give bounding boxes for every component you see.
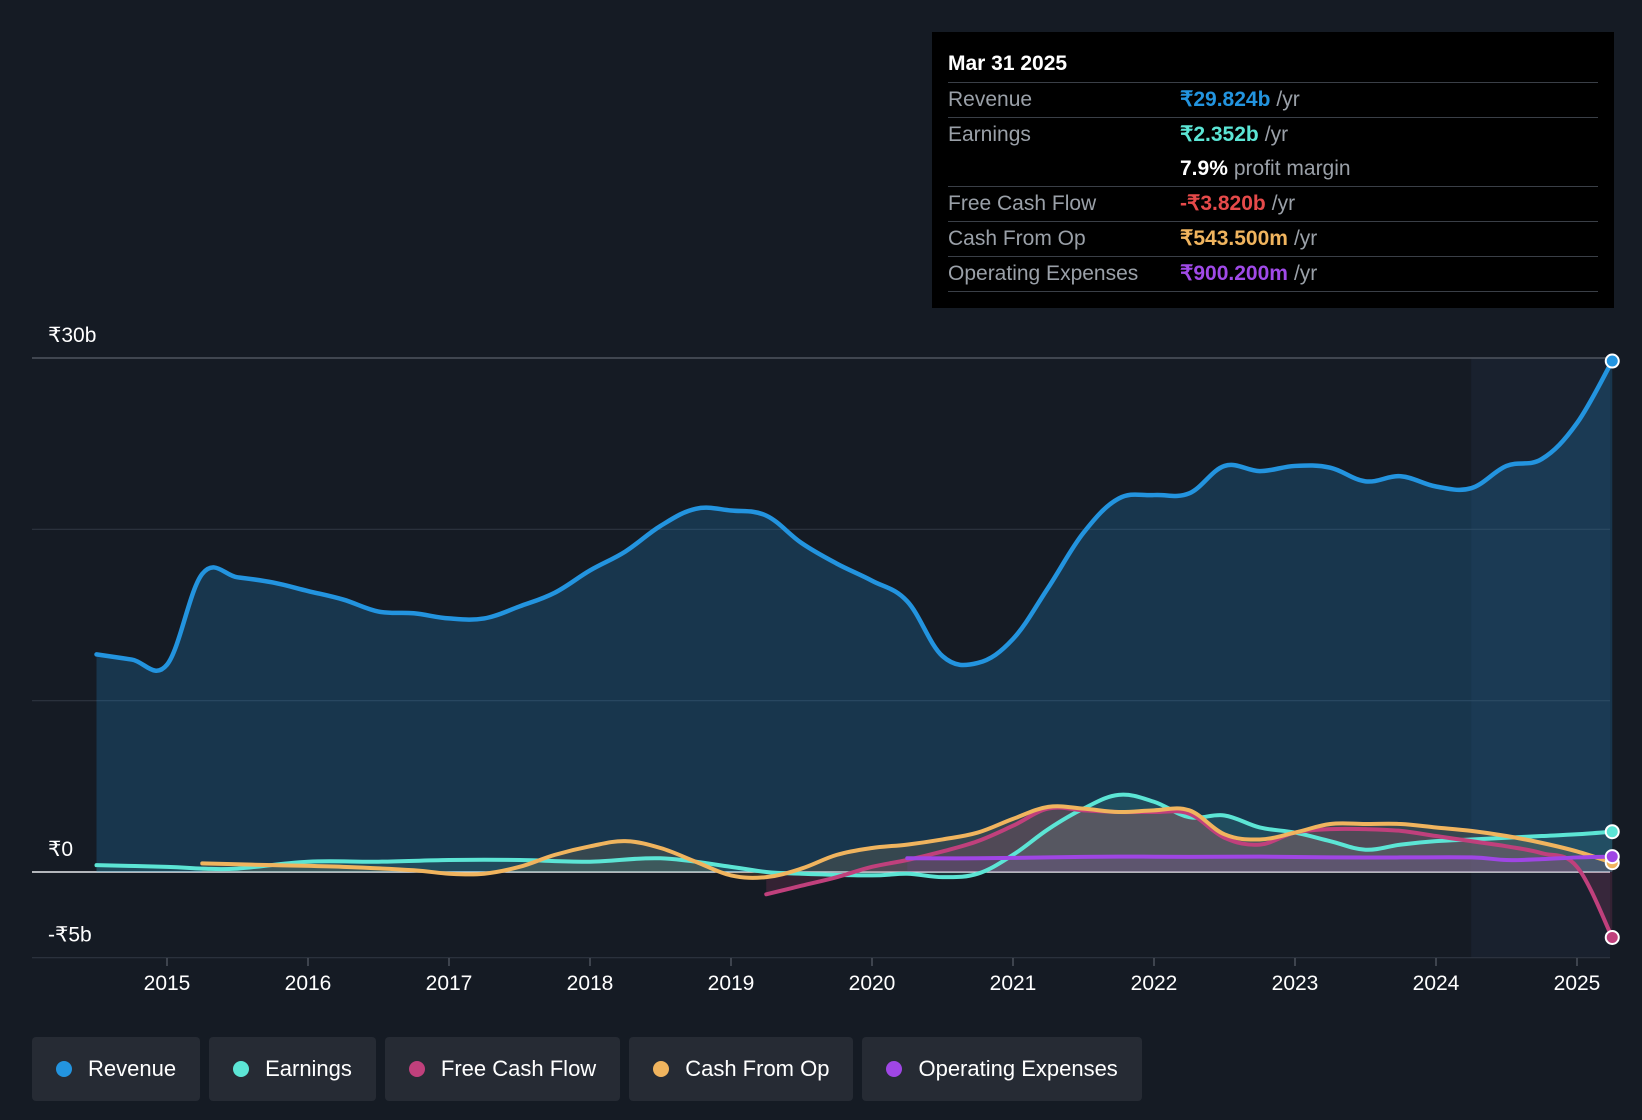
tooltip-label: Earnings xyxy=(948,123,1031,146)
gridlines xyxy=(32,357,1610,959)
x-tick-label: 2023 xyxy=(1272,972,1319,995)
legend-item-free-cash-flow[interactable]: Free Cash Flow xyxy=(384,1037,621,1101)
tooltip-label: Cash From Op xyxy=(948,227,1086,250)
legend-label: Operating Expenses xyxy=(918,1056,1118,1081)
tooltip-value: ₹900.200m xyxy=(1180,262,1288,285)
tooltip-label: Free Cash Flow xyxy=(948,192,1097,215)
x-tick-label: 2024 xyxy=(1413,972,1460,995)
operating-expenses-area xyxy=(907,856,1613,872)
tooltip-row-operating-expenses: Operating Expenses ₹900.200m /yr xyxy=(948,257,1598,292)
legend-dot-icon xyxy=(653,1061,670,1077)
legend-dot-icon xyxy=(886,1061,903,1077)
legend-label: Cash From Op xyxy=(685,1056,830,1081)
x-tick-label: 2020 xyxy=(849,972,896,995)
free-cash-flow-end-marker xyxy=(1604,929,1620,945)
x-tick-label: 2022 xyxy=(1131,972,1178,995)
tooltip-unit: /yr xyxy=(1293,227,1318,250)
legend-item-cash-from-op[interactable]: Cash From Op xyxy=(629,1037,854,1101)
y-tick-label: -₹5b xyxy=(48,924,92,947)
x-tick-label: 2018 xyxy=(567,972,614,995)
tooltip-label: Revenue xyxy=(948,88,1033,111)
tooltip-row-profit-margin: 7.9% profit margin xyxy=(948,152,1598,187)
tooltip-value: ₹29.824b xyxy=(1180,88,1271,111)
x-tick-label: 2016 xyxy=(285,972,332,995)
revenue-area xyxy=(96,361,1613,872)
legend-item-earnings[interactable]: Earnings xyxy=(209,1037,376,1101)
tooltip-unit: /yr xyxy=(1264,123,1289,146)
tooltip-row-revenue: Revenue ₹29.824b /yr xyxy=(948,83,1598,118)
x-axis-labels: 2015 2016 2017 2018 2019 2020 2021 2022 2023 2024… xyxy=(144,958,1601,995)
tooltip-row-earnings: Earnings ₹2.352b /yr xyxy=(948,118,1598,152)
tooltip-row-cash-from-op: Cash From Op ₹543.500m /yr xyxy=(948,222,1598,257)
earnings-line xyxy=(94,792,1615,880)
x-tick-label: 2021 xyxy=(990,972,1037,995)
legend-item-revenue[interactable]: Revenue xyxy=(32,1037,201,1101)
legend-label: Free Cash Flow xyxy=(440,1056,597,1081)
chart-legend: Revenue Earnings Free Cash Flow Cash Fro… xyxy=(32,1037,1142,1101)
legend-item-operating-expenses[interactable]: Operating Expenses xyxy=(862,1037,1142,1101)
revenue-line xyxy=(94,358,1615,673)
tooltip-row-free-cash-flow: Free Cash Flow -₹3.820b /yr xyxy=(948,187,1598,222)
tooltip-date: Mar 31 2025 xyxy=(948,46,1598,83)
legend-dot-icon xyxy=(408,1061,425,1077)
y-tick-label: ₹30b xyxy=(48,324,96,347)
operating-expenses-line xyxy=(905,854,1615,863)
series-lines xyxy=(94,358,1615,940)
tooltip-value: ₹543.500m xyxy=(1180,227,1288,250)
operating-expenses-end-marker xyxy=(1604,849,1620,865)
tooltip-value: ₹2.352b xyxy=(1180,123,1259,146)
tooltip-value: 7.9% xyxy=(1180,157,1228,180)
revenue-end-marker xyxy=(1604,353,1620,369)
x-tick-label: 2015 xyxy=(144,972,191,995)
legend-label: Earnings xyxy=(265,1056,352,1081)
cash-from-op-line xyxy=(200,804,1615,880)
free-cash-flow-area xyxy=(766,807,1613,938)
tooltip-unit: /yr xyxy=(1276,88,1300,111)
legend-label: Revenue xyxy=(88,1056,177,1081)
legend-dot-icon xyxy=(233,1061,250,1077)
tooltip-label xyxy=(948,152,1180,186)
tooltip-panel: Mar 31 2025 Revenue ₹29.824b /yr Earning… xyxy=(932,32,1614,308)
tooltip-unit: /yr xyxy=(1293,262,1318,285)
x-tick-label: 2025 xyxy=(1554,972,1601,995)
tooltip-value: -₹3.820b xyxy=(1180,192,1266,215)
tooltip-label: Operating Expenses xyxy=(948,262,1139,285)
y-axis-labels: ₹30b ₹0 -₹5b xyxy=(48,324,96,947)
x-tick-label: 2017 xyxy=(426,972,473,995)
legend-dot-icon xyxy=(56,1061,72,1077)
earnings-end-marker xyxy=(1604,824,1620,840)
y-tick-label: ₹0 xyxy=(48,838,73,861)
tooltip-unit: /yr xyxy=(1271,192,1296,215)
series-end-markers xyxy=(1604,353,1620,945)
x-tick-label: 2019 xyxy=(708,972,755,995)
tooltip-unit: profit margin xyxy=(1233,157,1351,180)
